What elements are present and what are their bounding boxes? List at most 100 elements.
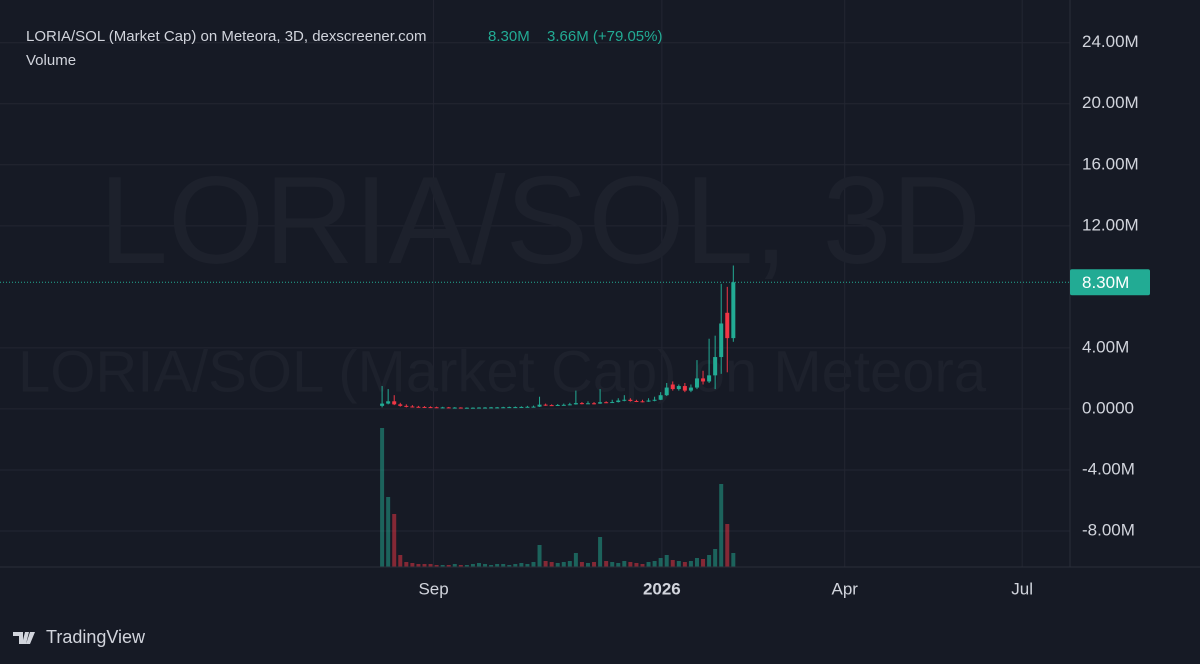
chart-title: LORIA/SOL (Market Cap) on Meteora, 3D, d… xyxy=(26,28,426,45)
volume-bar xyxy=(495,564,500,567)
candle-body xyxy=(707,375,712,382)
volume-bar xyxy=(573,553,578,567)
candle-body xyxy=(404,405,409,407)
candle-body xyxy=(610,402,615,404)
volume-bar xyxy=(476,563,481,567)
candle-body xyxy=(434,407,439,409)
candle-body xyxy=(422,406,427,408)
candle-body xyxy=(416,406,421,408)
volume-bar xyxy=(579,562,584,567)
x-tick-label: 2026 xyxy=(643,579,681,598)
volume-bar xyxy=(422,564,427,567)
last-price-badge xyxy=(1070,269,1150,296)
candle-body xyxy=(440,407,445,409)
candle-body xyxy=(507,407,512,409)
candle-body xyxy=(725,312,730,339)
x-tick-label: Jul xyxy=(1011,579,1033,598)
candle-body xyxy=(531,406,536,408)
volume-bar xyxy=(525,564,530,567)
volume-bar xyxy=(646,562,651,567)
volume-bar xyxy=(713,549,718,567)
volume-bar xyxy=(410,563,415,567)
volume-bar xyxy=(404,562,409,567)
candle-body xyxy=(646,400,651,402)
volume-bar xyxy=(561,562,566,567)
candle-body xyxy=(670,384,675,390)
volume-bar xyxy=(501,564,506,567)
candle-body xyxy=(561,404,566,406)
volume-bar xyxy=(446,565,451,567)
y-tick-label: -4.00M xyxy=(1082,459,1135,478)
logo: TradingView xyxy=(13,627,146,647)
volume-bar xyxy=(688,561,693,567)
volume-bar xyxy=(452,564,457,567)
volume-bar xyxy=(519,563,524,567)
x-tick-label: Sep xyxy=(418,579,448,598)
candle-body xyxy=(713,357,718,376)
candle-body xyxy=(592,403,597,405)
header-change: 3.66M (+79.05%) xyxy=(547,28,662,45)
volume-bar xyxy=(483,564,488,567)
volume-bar xyxy=(658,558,663,567)
candle-body xyxy=(483,407,488,409)
volume-bar xyxy=(458,565,463,567)
candle-body xyxy=(616,400,621,403)
candle-body xyxy=(634,400,639,402)
x-tick-label: Apr xyxy=(832,579,859,598)
volume-bar xyxy=(567,561,572,567)
volume-bar xyxy=(628,562,633,567)
candle-body xyxy=(676,386,681,390)
volume-bar xyxy=(634,563,639,567)
candle-body xyxy=(525,406,530,408)
grid xyxy=(0,0,1070,567)
volume-bar xyxy=(622,561,627,567)
candle-body xyxy=(410,406,415,408)
candle-body xyxy=(476,407,481,409)
candle-body xyxy=(519,406,524,408)
watermark: LORIA/SOL (Market Cap) on Meteora xyxy=(18,339,987,404)
candle-body xyxy=(598,402,603,404)
y-tick-label: 20.00M xyxy=(1082,93,1139,112)
volume-bar xyxy=(470,564,475,567)
plot-area: LORIA/SOL, 3D LORIA/SOL (Market Cap) on … xyxy=(0,0,1070,567)
logo-icon xyxy=(13,632,35,644)
candle-body xyxy=(458,407,463,409)
volume-bar xyxy=(731,553,736,567)
candle-body xyxy=(398,404,403,406)
candle-body xyxy=(446,407,451,409)
volume-bar xyxy=(598,537,603,567)
volume-bar xyxy=(537,545,542,567)
y-tick-label: 12.00M xyxy=(1082,215,1139,234)
volume-bar xyxy=(428,564,433,567)
last-price-label: 8.30M xyxy=(1082,273,1129,292)
candle-body xyxy=(652,399,657,401)
candle-body xyxy=(731,282,736,339)
candle-body xyxy=(428,407,433,409)
volume-bar xyxy=(386,497,391,567)
volume-bar xyxy=(652,561,657,567)
candle-body xyxy=(495,407,500,409)
candle-body xyxy=(694,378,699,388)
candle-body xyxy=(464,407,469,409)
candle-body xyxy=(622,399,627,401)
volume-bar xyxy=(549,562,554,567)
volume-bar xyxy=(531,562,536,567)
volume-bar xyxy=(640,564,645,567)
candle-body xyxy=(513,407,518,409)
volume-bar xyxy=(464,565,469,567)
candle-body xyxy=(489,407,494,409)
candle-body xyxy=(628,399,633,401)
volume-bar xyxy=(719,484,724,567)
candle-body xyxy=(543,404,548,406)
volume-bar xyxy=(398,555,403,567)
candle-body xyxy=(658,395,663,400)
volume-label: Volume xyxy=(26,52,76,69)
candle-body xyxy=(604,402,609,404)
candle-body xyxy=(452,407,457,409)
volume-bar xyxy=(585,563,590,567)
volume-bar xyxy=(489,565,494,567)
candle-body xyxy=(567,404,572,406)
candle-body xyxy=(682,386,687,391)
candle-body xyxy=(380,403,385,406)
